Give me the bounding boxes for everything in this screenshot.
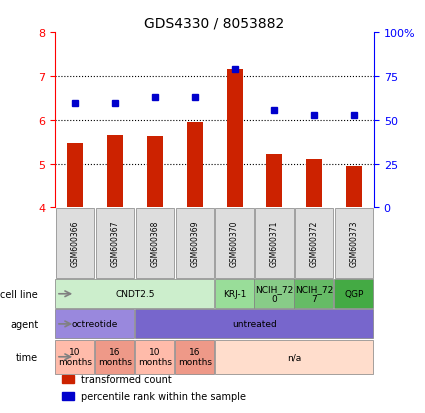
Text: QGP: QGP (344, 290, 364, 299)
Text: 10
months: 10 months (138, 347, 172, 367)
FancyBboxPatch shape (96, 209, 134, 278)
Text: cell line: cell line (0, 289, 38, 299)
Text: untreated: untreated (232, 320, 277, 329)
FancyBboxPatch shape (136, 209, 174, 278)
Bar (187, 123, 203, 208)
Bar (266, 154, 282, 208)
Text: 16
months: 16 months (98, 347, 132, 367)
Text: 10
months: 10 months (58, 347, 92, 367)
FancyBboxPatch shape (55, 310, 134, 339)
FancyBboxPatch shape (175, 340, 214, 374)
Text: GSM600367: GSM600367 (110, 220, 119, 267)
FancyBboxPatch shape (56, 209, 94, 278)
Text: agent: agent (10, 319, 38, 329)
Text: GSM600370: GSM600370 (230, 220, 239, 267)
Text: KRJ-1: KRJ-1 (223, 290, 246, 299)
FancyBboxPatch shape (295, 209, 333, 278)
Text: octreotide: octreotide (72, 320, 118, 329)
Text: percentile rank within the sample: percentile rank within the sample (81, 391, 246, 401)
FancyBboxPatch shape (215, 280, 254, 309)
Text: NCIH_72
7: NCIH_72 7 (295, 285, 333, 304)
FancyBboxPatch shape (55, 280, 214, 309)
Bar (67, 143, 83, 208)
Text: CNDT2.5: CNDT2.5 (115, 290, 155, 299)
FancyBboxPatch shape (255, 280, 294, 309)
FancyBboxPatch shape (135, 340, 174, 374)
Text: n/a: n/a (287, 352, 301, 361)
FancyBboxPatch shape (176, 209, 214, 278)
Text: GSM600372: GSM600372 (310, 221, 319, 267)
FancyBboxPatch shape (215, 340, 373, 374)
Text: transformed count: transformed count (81, 375, 172, 385)
Bar (147, 137, 163, 208)
Bar (62, 375, 74, 383)
Text: GSM600369: GSM600369 (190, 220, 199, 267)
Text: GSM600366: GSM600366 (71, 220, 79, 267)
Text: 16
months: 16 months (178, 347, 212, 367)
FancyBboxPatch shape (334, 280, 373, 309)
Title: GDS4330 / 8053882: GDS4330 / 8053882 (144, 17, 285, 31)
Bar (346, 166, 362, 208)
Text: time: time (16, 352, 38, 362)
FancyBboxPatch shape (135, 310, 373, 339)
Text: GSM600371: GSM600371 (270, 221, 279, 267)
Bar (227, 70, 243, 208)
Bar (62, 392, 74, 400)
Text: NCIH_72
0: NCIH_72 0 (255, 285, 294, 304)
FancyBboxPatch shape (95, 340, 134, 374)
FancyBboxPatch shape (55, 340, 94, 374)
FancyBboxPatch shape (294, 280, 333, 309)
FancyBboxPatch shape (255, 209, 294, 278)
Text: GSM600373: GSM600373 (350, 220, 359, 267)
FancyBboxPatch shape (335, 209, 373, 278)
FancyBboxPatch shape (215, 209, 254, 278)
Text: GSM600368: GSM600368 (150, 221, 159, 267)
Bar (306, 160, 322, 208)
Bar (107, 136, 123, 208)
